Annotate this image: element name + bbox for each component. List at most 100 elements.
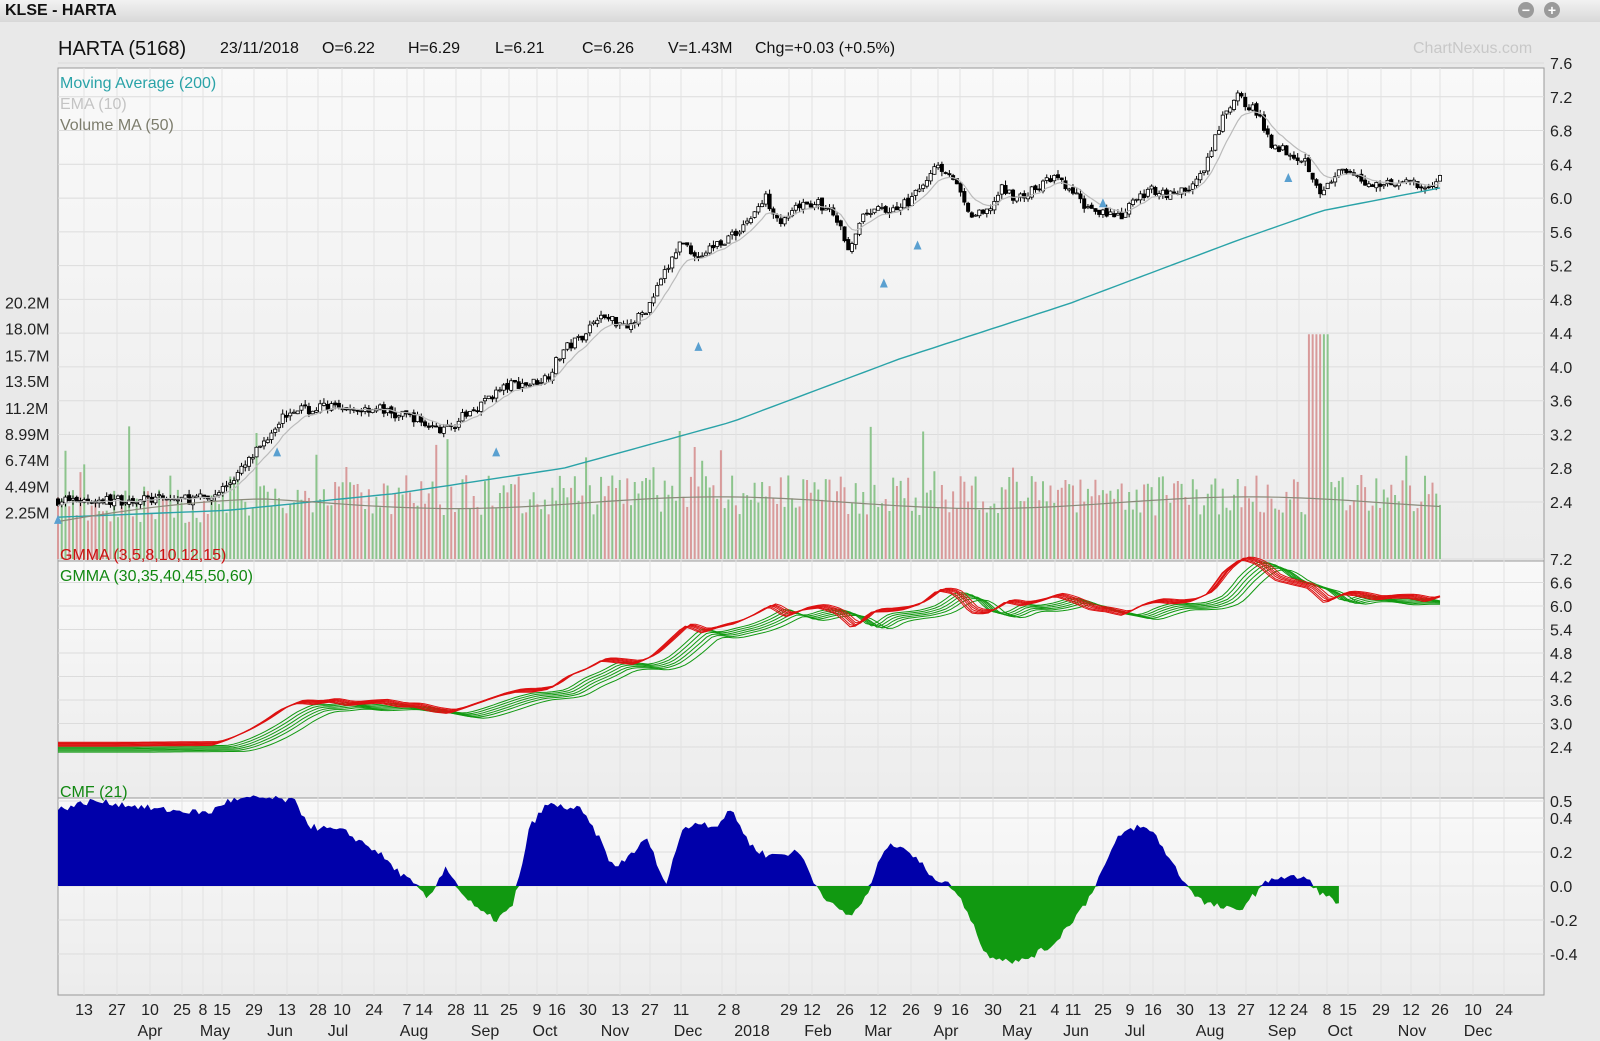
y-axis: 7.6 7.2 6.8 6.4 6.0 5.6 5.2 4.8 4.4 4.0 3.6 3.2 2.8 2… [1550,56,1578,964]
candle-body [988,208,993,212]
candle-body [658,278,663,286]
x-tick-day: 14 [415,1002,433,1019]
candle-body [542,375,547,384]
candle-body [703,252,708,256]
x-tick-day: 13 [75,1002,93,1019]
candle-body [1340,168,1345,171]
candle-body [662,269,667,279]
candle-body [1153,187,1158,195]
x-tick-day: 8 [1323,1002,1332,1019]
candle-body [1142,193,1147,198]
candle-body [1044,177,1049,181]
buy-signal-marker [54,514,62,524]
candle-body [1127,203,1132,215]
candle-body [943,172,948,174]
candle-body [962,191,967,203]
candle-body [756,206,761,213]
candle-body [280,413,285,424]
candle-body [145,495,150,498]
candle-body [486,395,491,399]
ema10-line [57,110,1441,506]
candle-body [932,166,937,175]
price-candles [56,90,1443,511]
candle-body [276,423,281,429]
x-tick-month: May [200,1023,230,1040]
x-tick-day: 16 [1144,1002,1162,1019]
buy-signal-marker [492,447,501,457]
candle-body [1160,189,1165,195]
candle-body [1363,179,1368,186]
candle-body [232,480,237,485]
buy-signal-marker [879,278,888,288]
candle-body [112,498,117,507]
signal-markers [54,172,1293,524]
candle-body [726,235,731,244]
candle-body [864,212,869,215]
candle-body [928,173,933,182]
candle-body [273,428,278,433]
candle-body [355,409,360,412]
x-tick-month: Sep [1268,1023,1297,1040]
candle-body [673,252,678,259]
x-tick-day: 26 [836,1002,854,1019]
price-tick: 4.0 [1550,360,1572,377]
candle-body [898,206,903,211]
candle-body [261,440,266,447]
watermark: ChartNexus.com [1413,40,1532,57]
candle-body [482,398,487,402]
candle-body [325,403,330,411]
candle-body [1426,186,1431,189]
candle-body [467,411,472,417]
x-tick-day: 29 [780,1002,798,1019]
x-tick-day: 12 [803,1002,821,1019]
maximize-icon[interactable]: + [1544,2,1560,18]
candle-body [722,243,727,246]
volume-tick: 2.25M [5,506,49,523]
candle-body [1198,173,1203,181]
candle-body [1419,186,1424,189]
candle-body [1224,110,1229,115]
candle-body [1284,145,1289,156]
candle-body [868,213,873,215]
candle-body [464,411,469,417]
candle-body [254,446,259,458]
candle-body [299,405,304,411]
candle-body [490,396,495,400]
candle-body [936,164,941,169]
cmf-tick: -0.4 [1550,947,1578,964]
candle-body [1366,183,1371,187]
candle-body [715,241,720,247]
x-tick-day: 30 [984,1002,1002,1019]
candle-body [295,410,300,415]
date-label: 23/11/2018 [220,40,299,57]
candle-body [1246,107,1251,111]
candle-body [452,427,457,429]
candle-body [258,445,263,448]
candle-body [778,218,783,225]
candle-body [1329,181,1334,184]
cmf-area [58,795,1339,964]
candle-body [767,193,772,210]
stock-chart[interactable]: HARTA (5168) 23/11/2018 O=6.22 H=6.29 L=… [0,22,1600,1041]
gmma-tick: 5.4 [1550,623,1572,640]
candle-body [1265,128,1270,135]
candle-body [546,376,551,380]
candle-body [966,202,971,212]
x-tick-day: 13 [1208,1002,1226,1019]
x-tick-day: 28 [447,1002,465,1019]
candle-body [1104,207,1109,217]
candle-body [565,342,570,350]
minimize-icon[interactable]: − [1518,2,1534,18]
x-tick-day: 8 [732,1002,741,1019]
x-tick-day: 27 [108,1002,126,1019]
candle-body [329,403,334,411]
candle-body [625,323,630,329]
x-tick-day: 12 [1268,1002,1286,1019]
candle-body [393,411,398,419]
candle-body [1318,183,1323,195]
candle-body [718,240,723,246]
candle-body [1333,176,1338,183]
candle-body [1299,160,1304,163]
x-tick-day: 13 [611,1002,629,1019]
candle-body [846,239,851,251]
